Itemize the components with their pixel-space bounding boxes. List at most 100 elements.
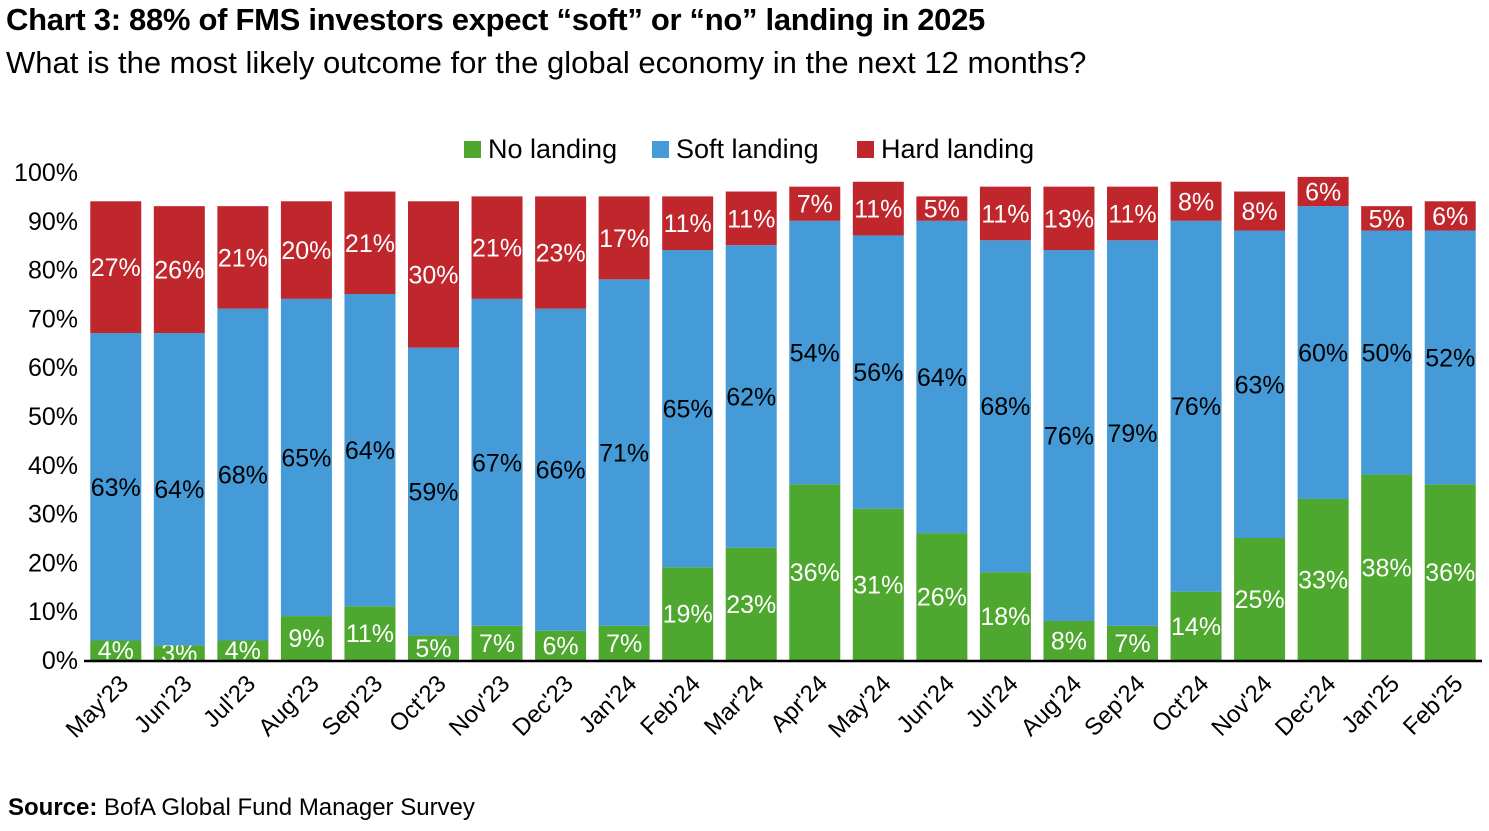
source-text: BofA Global Fund Manager Survey bbox=[97, 794, 475, 821]
data-label-hard-landing: 6% bbox=[1432, 203, 1468, 231]
y-tick-label: 100% bbox=[14, 159, 78, 187]
data-label-no-landing: 23% bbox=[726, 591, 776, 619]
y-tick-label: 40% bbox=[28, 452, 78, 480]
data-label-hard-landing: 11% bbox=[854, 196, 902, 224]
x-tick-label: Feb'25 bbox=[1398, 670, 1468, 740]
legend-swatch-no-landing bbox=[464, 141, 481, 158]
bar-hard-landing bbox=[1297, 176, 1349, 207]
bar-hard-landing bbox=[1043, 186, 1095, 251]
data-label-soft-landing: 63% bbox=[1235, 371, 1285, 399]
legend-swatch-soft-landing bbox=[652, 141, 669, 158]
y-tick-label: 0% bbox=[42, 647, 78, 675]
y-tick-label: 90% bbox=[28, 208, 78, 236]
data-label-hard-landing: 7% bbox=[797, 191, 833, 219]
bar-hard-landing bbox=[280, 201, 332, 299]
x-tick-label: Jun'24 bbox=[892, 670, 961, 739]
bar-no-landing bbox=[598, 625, 650, 660]
bar-hard-landing bbox=[789, 186, 841, 221]
data-label-hard-landing: 21% bbox=[472, 235, 522, 263]
bar-soft-landing bbox=[789, 220, 841, 485]
bar-no-landing bbox=[979, 572, 1031, 660]
data-label-hard-landing: 26% bbox=[154, 257, 204, 285]
bar-no-landing bbox=[344, 606, 396, 660]
data-label-hard-landing: 6% bbox=[1305, 179, 1341, 207]
x-tick-label: Oct'23 bbox=[384, 670, 452, 738]
data-label-soft-landing: 66% bbox=[536, 457, 586, 485]
data-label-soft-landing: 54% bbox=[790, 340, 840, 368]
x-tick-label: Nov'24 bbox=[1206, 670, 1277, 741]
data-label-hard-landing: 20% bbox=[281, 237, 331, 265]
source-label: Source: bbox=[8, 794, 98, 821]
bar-hard-landing bbox=[1170, 181, 1222, 221]
data-label-soft-landing: 56% bbox=[853, 359, 903, 387]
bar-hard-landing bbox=[1234, 191, 1286, 231]
x-tick-label: Apr'24 bbox=[765, 670, 833, 738]
bar-no-landing bbox=[789, 484, 841, 660]
data-label-no-landing: 31% bbox=[853, 571, 903, 599]
data-label-no-landing: 36% bbox=[1425, 559, 1475, 587]
bar-soft-landing bbox=[217, 308, 269, 641]
legend-swatch-hard-landing bbox=[857, 141, 874, 158]
data-label-hard-landing: 13% bbox=[1044, 205, 1094, 233]
y-tick-label: 30% bbox=[28, 501, 78, 529]
y-tick-label: 80% bbox=[28, 257, 78, 285]
bar-no-landing bbox=[217, 640, 269, 660]
data-label-soft-landing: 64% bbox=[345, 437, 395, 465]
data-label-soft-landing: 63% bbox=[91, 474, 141, 502]
data-label-soft-landing: 79% bbox=[1107, 420, 1157, 448]
bar-soft-landing bbox=[90, 333, 142, 641]
bar-no-landing bbox=[280, 616, 332, 660]
bar-soft-landing bbox=[1043, 250, 1095, 621]
data-label-soft-landing: 64% bbox=[154, 476, 204, 504]
bar-no-landing bbox=[471, 625, 523, 660]
data-label-hard-landing: 23% bbox=[536, 240, 586, 268]
data-label-no-landing: 9% bbox=[288, 625, 324, 653]
x-tick-label: Feb'24 bbox=[635, 670, 705, 740]
data-label-soft-landing: 65% bbox=[663, 396, 713, 424]
data-label-hard-landing: 11% bbox=[981, 200, 1029, 228]
chart-subtitle: What is the most likely outcome for the … bbox=[6, 45, 1087, 80]
source-note: Source: BofA Global Fund Manager Survey bbox=[8, 794, 475, 822]
bar-hard-landing bbox=[344, 191, 396, 294]
bar-soft-landing bbox=[852, 235, 904, 509]
bar-soft-landing bbox=[153, 333, 205, 646]
data-label-soft-landing: 59% bbox=[408, 479, 458, 507]
data-label-hard-landing: 11% bbox=[664, 210, 712, 238]
data-label-no-landing: 25% bbox=[1235, 586, 1285, 614]
x-tick-label: Aug'24 bbox=[1016, 670, 1087, 741]
bar-soft-landing bbox=[598, 279, 650, 626]
bar-no-landing bbox=[662, 567, 714, 660]
bar-hard-landing bbox=[598, 196, 650, 280]
bar-no-landing bbox=[1043, 620, 1095, 660]
bar-soft-landing bbox=[1361, 230, 1413, 475]
bar-no-landing bbox=[1170, 591, 1222, 660]
data-label-no-landing: 8% bbox=[1051, 627, 1087, 655]
bar-soft-landing bbox=[471, 298, 523, 626]
chart-title: Chart 3: 88% of FMS investors expect “so… bbox=[6, 2, 985, 37]
data-label-hard-landing: 21% bbox=[218, 244, 268, 272]
data-label-hard-landing: 5% bbox=[924, 196, 960, 224]
x-tick-label: Jul'23 bbox=[198, 670, 261, 733]
bar-hard-landing bbox=[662, 196, 714, 251]
bar-hard-landing bbox=[153, 206, 205, 334]
data-label-no-landing: 33% bbox=[1298, 566, 1348, 594]
bar-hard-landing bbox=[1361, 206, 1413, 231]
data-label-soft-landing: 52% bbox=[1425, 344, 1475, 372]
bar-no-landing bbox=[90, 640, 142, 660]
data-label-soft-landing: 68% bbox=[218, 462, 268, 490]
bar-soft-landing bbox=[1107, 240, 1158, 626]
bar-no-landing bbox=[1361, 474, 1413, 660]
bar-no-landing bbox=[153, 645, 205, 660]
bar-soft-landing bbox=[535, 308, 587, 631]
bar-hard-landing bbox=[725, 191, 777, 246]
data-label-no-landing: 18% bbox=[980, 603, 1030, 631]
data-label-soft-landing: 60% bbox=[1298, 340, 1348, 368]
bar-soft-landing bbox=[725, 245, 777, 548]
x-tick-label: Sep'23 bbox=[317, 670, 388, 741]
data-label-hard-landing: 11% bbox=[1108, 200, 1156, 228]
legend-label-hard-landing: Hard landing bbox=[881, 134, 1034, 164]
bar-hard-landing bbox=[852, 181, 904, 236]
bar-soft-landing bbox=[1234, 230, 1286, 538]
data-label-no-landing: 5% bbox=[415, 635, 451, 663]
bar-soft-landing bbox=[1170, 220, 1222, 592]
